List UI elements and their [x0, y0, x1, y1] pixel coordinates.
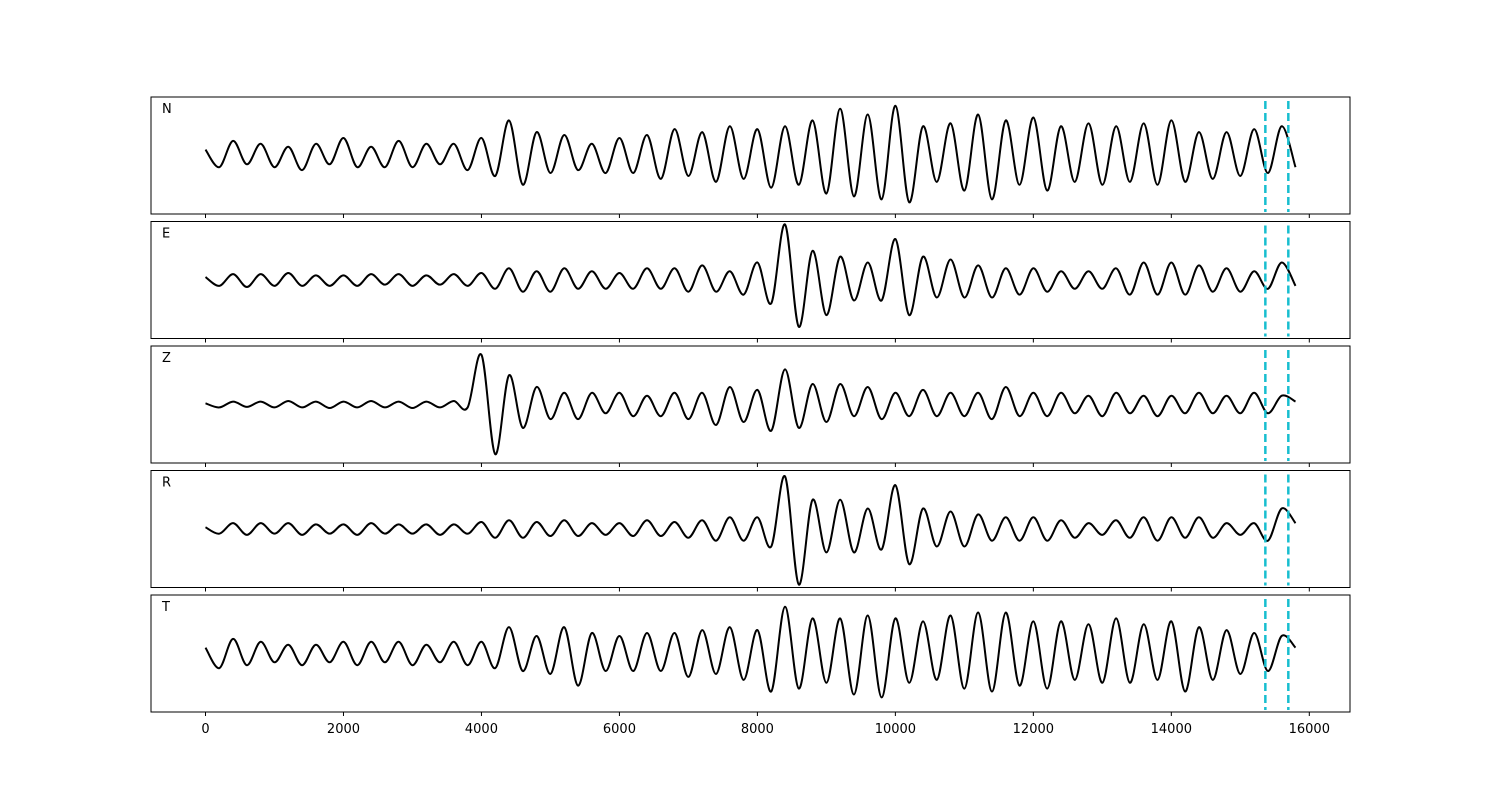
panel-frame [150, 96, 1351, 215]
panel-frame [150, 470, 1351, 588]
waveform [205, 475, 1297, 586]
panel-label: N [162, 102, 172, 117]
x-tick-label: 14000 [1151, 722, 1192, 737]
x-tick-label: 8000 [741, 722, 774, 737]
x-tick-label: 12000 [1013, 722, 1054, 737]
panel-frame [150, 221, 1351, 339]
x-tick-label: 4000 [465, 722, 498, 737]
x-tick-label: 16000 [1289, 722, 1330, 737]
panel-frame [150, 345, 1351, 464]
waveform [205, 353, 1296, 456]
panel-label: T [161, 600, 170, 615]
waveform [204, 605, 1297, 699]
panel-label: Z [162, 351, 171, 366]
waveform [204, 104, 1297, 204]
x-tick-label: 0 [201, 722, 209, 737]
x-tick-label: 2000 [327, 722, 360, 737]
panel-frame [150, 594, 1351, 713]
panel-label: R [162, 476, 171, 491]
x-tick-label: 6000 [603, 722, 636, 737]
panel-label: E [162, 227, 170, 242]
x-tick-label: 10000 [875, 722, 916, 737]
waveform [204, 223, 1297, 328]
